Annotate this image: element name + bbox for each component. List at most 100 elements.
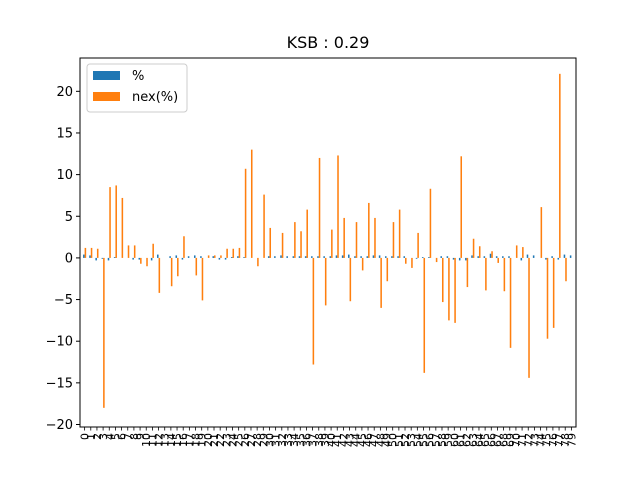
bar-nex-61 bbox=[460, 156, 463, 258]
x-tick-label: 20 bbox=[202, 433, 215, 447]
bar-nex-60 bbox=[454, 257, 456, 323]
bar-pct-14 bbox=[169, 256, 171, 258]
bar-nex-14 bbox=[170, 257, 173, 287]
x-tick-label: 8 bbox=[128, 433, 141, 440]
bar-nex-53 bbox=[411, 257, 413, 268]
bar-nex-43 bbox=[349, 257, 352, 302]
bar-nex-30 bbox=[269, 227, 272, 258]
bar-nex-37 bbox=[312, 257, 315, 365]
bar-pct-71 bbox=[520, 257, 523, 261]
x-tick-label: 72 bbox=[522, 433, 535, 447]
x-tick-label: 17 bbox=[183, 433, 196, 447]
x-tick-label: 24 bbox=[227, 433, 240, 447]
bar-nex-5 bbox=[115, 185, 117, 258]
x-tick-label: 38 bbox=[313, 433, 326, 447]
bar-nex-74 bbox=[540, 207, 543, 258]
x-tick-label: 47 bbox=[368, 433, 381, 447]
bar-pct-45 bbox=[360, 256, 362, 258]
bar-nex-51 bbox=[398, 209, 401, 258]
bar-pct-64 bbox=[477, 256, 479, 258]
bar-pct-41 bbox=[335, 255, 338, 258]
x-tick-label: 34 bbox=[288, 433, 301, 447]
bar-pct-61 bbox=[458, 257, 461, 261]
legend-label-nex: nex(%) bbox=[132, 90, 178, 105]
bar-pct-15 bbox=[175, 255, 178, 258]
bar-nex-11 bbox=[152, 243, 154, 258]
bar-nex-1 bbox=[90, 247, 93, 258]
bar-pct-63 bbox=[471, 255, 473, 258]
x-tick-label: 36 bbox=[300, 433, 313, 447]
bar-pct-36 bbox=[304, 256, 307, 258]
bar-pct-50 bbox=[391, 256, 393, 258]
x-tick-label: 31 bbox=[270, 433, 283, 447]
bar-nex-21 bbox=[214, 255, 216, 258]
bar-nex-12 bbox=[158, 257, 161, 293]
x-tick-label: 18 bbox=[190, 433, 203, 447]
x-tick-label: 0 bbox=[79, 433, 92, 440]
x-tick-label: 76 bbox=[547, 433, 560, 447]
bar-pct-4 bbox=[107, 257, 110, 261]
x-tick-label: 16 bbox=[177, 433, 190, 447]
bar-nex-68 bbox=[503, 257, 506, 292]
bar-nex-44 bbox=[355, 222, 358, 258]
bar-pct-9 bbox=[138, 257, 141, 260]
bar-nex-3 bbox=[103, 257, 105, 408]
bar-pct-44 bbox=[354, 256, 356, 258]
bar-pct-58 bbox=[440, 256, 442, 258]
x-tick-label: 54 bbox=[411, 433, 424, 447]
bar-pct-1 bbox=[89, 255, 91, 258]
bar-nex-77 bbox=[559, 73, 561, 258]
bar-pct-77 bbox=[557, 257, 560, 260]
bar-nex-57 bbox=[435, 257, 438, 263]
legend-swatch-pct bbox=[93, 71, 120, 80]
bar-pct-75 bbox=[545, 257, 547, 260]
x-tick-label: 22 bbox=[214, 433, 227, 447]
bar-nex-20 bbox=[207, 255, 210, 258]
bar-nex-76 bbox=[552, 257, 555, 328]
y-tick-label: 15 bbox=[56, 126, 73, 141]
x-tick-label: 70 bbox=[510, 433, 523, 447]
bar-nex-56 bbox=[429, 188, 432, 258]
bar-nex-71 bbox=[522, 247, 524, 258]
bar-pct-79 bbox=[569, 255, 572, 258]
bar-nex-58 bbox=[441, 257, 444, 303]
x-axis: 0123456789101112131415161718192021222324… bbox=[79, 427, 578, 447]
y-axis: −20 −15 −10 −5 0 5 10 15 20 bbox=[46, 85, 80, 433]
bar-nex-39 bbox=[324, 257, 327, 306]
x-tick-label: 28 bbox=[251, 433, 264, 447]
bar-pct-72 bbox=[526, 254, 529, 258]
bar-nex-6 bbox=[121, 197, 124, 258]
y-tick-label: −10 bbox=[46, 335, 73, 350]
x-tick-label: 46 bbox=[362, 433, 375, 447]
x-tick-label: 33 bbox=[282, 433, 295, 447]
x-tick-label: 66 bbox=[485, 433, 498, 447]
bar-pct-66 bbox=[489, 253, 492, 258]
bar-nex-7 bbox=[127, 245, 130, 258]
bar-pct-47 bbox=[372, 255, 375, 258]
bar-pct-60 bbox=[452, 257, 455, 260]
x-tick-label: 63 bbox=[467, 433, 480, 447]
x-tick-label: 26 bbox=[239, 433, 252, 447]
y-tick-label: −15 bbox=[46, 376, 73, 391]
x-tick-label: 65 bbox=[479, 433, 492, 447]
bar-nex-19 bbox=[201, 257, 204, 301]
bar-nex-28 bbox=[257, 257, 259, 267]
x-tick-label: 71 bbox=[516, 433, 529, 447]
bar-nex-72 bbox=[528, 257, 530, 378]
bar-pct-21 bbox=[212, 256, 215, 258]
bar-pct-46 bbox=[366, 256, 369, 258]
bar-pct-11 bbox=[150, 257, 153, 261]
x-tick-label: 11 bbox=[146, 433, 159, 447]
x-tick-label: 59 bbox=[442, 433, 455, 447]
bar-nex-63 bbox=[472, 238, 475, 258]
x-tick-label: 52 bbox=[399, 433, 412, 447]
bar-nex-67 bbox=[497, 257, 499, 263]
bar-nex-24 bbox=[232, 248, 235, 258]
bar-pct-49 bbox=[384, 256, 387, 258]
bar-nex-42 bbox=[343, 217, 345, 258]
bar-nex-27 bbox=[250, 149, 253, 258]
x-tick-label: 35 bbox=[294, 433, 307, 447]
bar-nex-64 bbox=[478, 246, 481, 258]
x-tick-label: 7 bbox=[122, 433, 135, 440]
x-tick-label: 23 bbox=[220, 433, 233, 447]
